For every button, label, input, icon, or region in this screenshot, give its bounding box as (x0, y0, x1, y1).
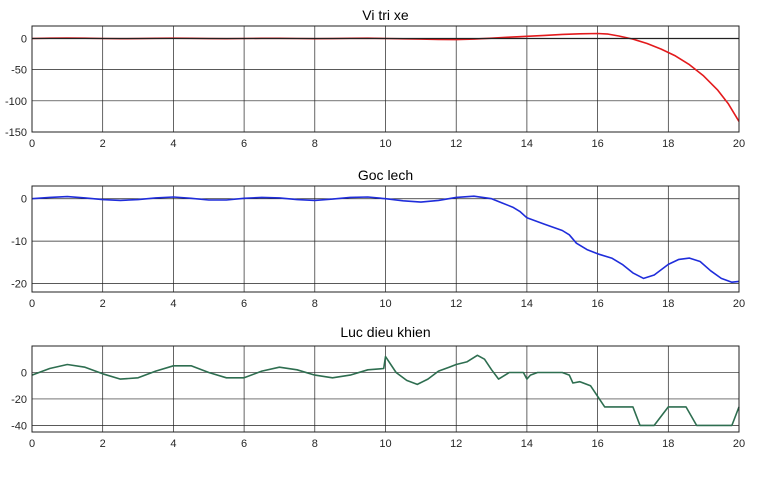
x-tick-label: 0 (29, 438, 35, 450)
y-tick-label: -40 (11, 420, 27, 432)
chart-title: Goc lech (358, 167, 413, 183)
x-tick-label: 16 (591, 138, 603, 150)
x-tick-label: 18 (662, 138, 674, 150)
x-tick-label: 8 (312, 298, 318, 310)
y-tick-label: -100 (5, 96, 27, 108)
x-tick-label: 18 (662, 438, 674, 450)
x-tick-label: 6 (241, 138, 247, 150)
y-tick-label: 0 (21, 194, 27, 206)
x-tick-label: 8 (312, 138, 318, 150)
x-tick-label: 2 (100, 138, 106, 150)
y-tick-label: 0 (21, 33, 27, 45)
x-tick-label: 16 (591, 298, 603, 310)
x-tick-label: 20 (733, 138, 745, 150)
series-line-1 (31, 195, 740, 284)
x-tick-label: 4 (170, 138, 176, 150)
x-tick-label: 2 (100, 298, 106, 310)
axes-frame (31, 185, 740, 293)
series-line-1 (31, 354, 740, 427)
x-tick-label: 10 (379, 138, 391, 150)
y-tick-label: -20 (11, 394, 27, 406)
x-tick-label: 12 (450, 298, 462, 310)
chart-title: Vi tri xe (362, 7, 409, 23)
y-tick-label: -50 (11, 65, 27, 77)
x-tick-label: 14 (521, 298, 533, 310)
y-tick-label: 0 (21, 367, 27, 379)
y-tick-label: -150 (5, 127, 27, 139)
x-tick-label: 6 (241, 438, 247, 450)
x-tick-label: 12 (450, 438, 462, 450)
x-tick-label: 14 (521, 438, 533, 450)
x-tick-label: 6 (241, 298, 247, 310)
x-tick-label: 16 (591, 438, 603, 450)
x-tick-label: 20 (733, 298, 745, 310)
x-tick-label: 10 (379, 298, 391, 310)
x-tick-label: 4 (170, 438, 176, 450)
x-tick-label: 8 (312, 438, 318, 450)
x-tick-label: 20 (733, 438, 745, 450)
x-tick-label: 10 (379, 438, 391, 450)
x-tick-label: 0 (29, 138, 35, 150)
x-tick-label: 4 (170, 298, 176, 310)
plots-group: Vi tri xe0 2 4 6 8 10 12 14 16 18 200-50-100-150Go… (5, 7, 745, 450)
x-tick-label: 14 (521, 138, 533, 150)
subplot-2: Goc lech 0 2 4 6 8 10 12 14 16 18 20 0 -10 -20 (11, 167, 745, 310)
axes-frame (31, 25, 740, 133)
x-tick-label: 2 (100, 438, 106, 450)
y-tick-label: -20 (11, 279, 27, 291)
x-tick-label: 18 (662, 298, 674, 310)
chart-title: Luc dieu khien (340, 324, 430, 340)
subplot-1: Vi tri xe 0 2 4 6 8 10 12 14 16 18 20 0 -50 -100 -150 (5, 7, 745, 150)
x-tick-label: 0 (29, 298, 35, 310)
axes-frame (31, 345, 740, 433)
subplot-3: Luc dieu khien 0 2 4 6 8 10 12 14 16 18 20 0 -20 -40 (11, 324, 745, 450)
y-tick-label: -10 (11, 236, 27, 248)
x-tick-label: 12 (450, 138, 462, 150)
